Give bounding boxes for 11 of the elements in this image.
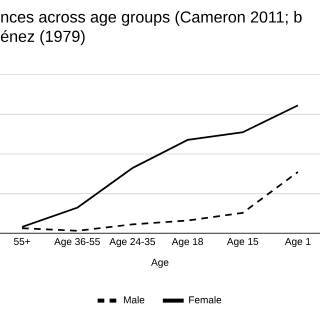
x-tick-label: 55+ [14,238,30,246]
x-axis-title: Age [151,258,168,268]
chart-title: nces across age groups (Cameron 2011; b [1,10,302,26]
x-tick-label: Age 1 [284,238,311,247]
chart-subtitle: énez (1979) [0,30,85,46]
x-tick-label: Age 24-35 [109,238,156,248]
x-tick-label: Age 18 [172,238,203,248]
x-tick-label: Age 36-55 [54,238,100,248]
x-tick-label: Age 15 [226,238,258,247]
legend-label: Male [124,296,144,304]
legend-label: Female [189,296,222,304]
